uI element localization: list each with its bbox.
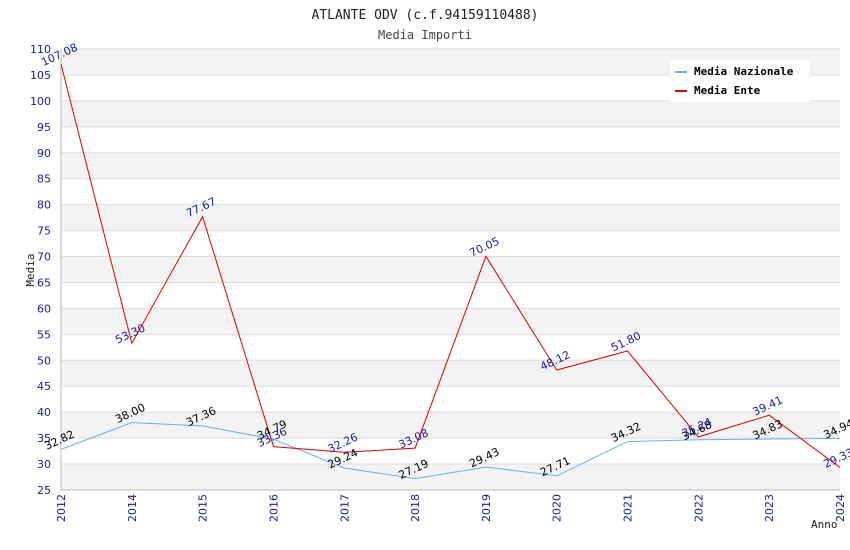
grid (61, 48, 840, 491)
y-tick-label: 65 (37, 276, 51, 289)
chart-subtitle: Media Importi (378, 28, 472, 42)
legend-box (670, 60, 810, 102)
y-tick-label: 110 (30, 43, 51, 56)
x-tick-label: 2017 (338, 494, 351, 522)
grid-band (61, 152, 840, 179)
y-tick-label: 35 (37, 432, 51, 445)
y-tick-label: 85 (37, 173, 51, 186)
y-tick-label: 100 (30, 95, 51, 108)
grid-band (61, 386, 840, 413)
legend: Media Nazionale Media Ente (670, 60, 810, 102)
grid-band (61, 100, 840, 127)
grid-band (61, 360, 840, 387)
legend-label-media-nazionale: Media Nazionale (694, 65, 794, 78)
grid-band (61, 464, 840, 490)
x-tick-label: 2021 (622, 494, 635, 522)
grid-band (61, 126, 840, 153)
grid-band (61, 256, 840, 283)
x-tick-label: 2014 (126, 494, 139, 522)
y-tick-label: 90 (37, 147, 51, 160)
axes (60, 49, 840, 491)
x-tick-label: 2019 (480, 494, 493, 522)
grid-band (61, 204, 840, 231)
y-tick-label: 80 (37, 199, 51, 212)
x-tick-label: 2023 (763, 494, 776, 522)
x-tick-label: 2018 (409, 494, 422, 522)
y-tick-label: 45 (37, 380, 51, 393)
y-tick-label: 55 (37, 328, 51, 341)
series-line-media-ente (60, 63, 841, 468)
y-tick-label: 30 (37, 458, 51, 471)
x-tick-label: 2022 (692, 494, 705, 522)
y-tick-label: 25 (37, 484, 51, 497)
x-tick-label: 2015 (197, 494, 210, 522)
grid-band (61, 230, 840, 257)
chart-title: ATLANTE ODV (c.f.94159110488) (312, 8, 539, 23)
y-tick-label: 75 (37, 225, 51, 238)
y-tick-label: 60 (37, 302, 51, 315)
x-tick-label: 2012 (55, 494, 68, 522)
y-tick-label: 50 (37, 354, 51, 367)
grid-band (61, 438, 840, 465)
y-tick-label: 70 (37, 251, 51, 264)
series-line-media-nazionale (60, 422, 841, 480)
grid-band (61, 282, 840, 309)
x-tick-label: 2020 (551, 494, 564, 522)
x-tick-label: 2016 (267, 494, 280, 522)
legend-label-media-ente: Media Ente (694, 84, 761, 97)
x-tick-label: 2024 (834, 494, 847, 522)
y-tick-label: 105 (30, 69, 51, 82)
x-axis-ticks: 2012 2014 2015 2016 2017 2018 2019 2020 2021 2022… (55, 494, 847, 522)
grid-band (61, 334, 840, 361)
y-axis-label: Media (24, 253, 37, 286)
y-tick-label: 95 (37, 121, 51, 134)
grid-band (61, 308, 840, 335)
y-axis-ticks: 25 30 35 40 45 50 55 60 65 70 75 80 85 90 95 100 105 110 (30, 43, 51, 497)
series-lines (60, 63, 841, 480)
y-tick-label: 40 (37, 406, 51, 419)
x-axis-label: Anno (811, 518, 838, 531)
grid-band (61, 178, 840, 205)
